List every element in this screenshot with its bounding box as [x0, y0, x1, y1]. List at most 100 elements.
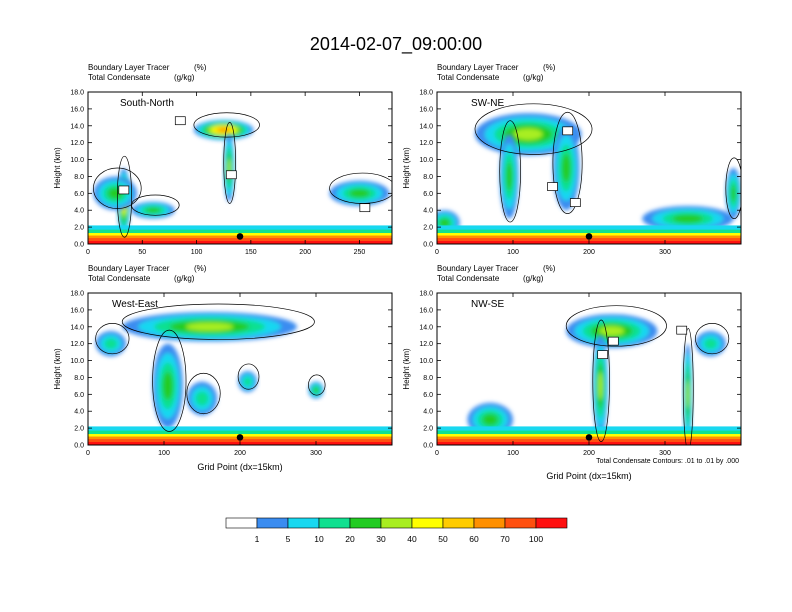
condensate-contour	[308, 374, 326, 396]
colorbar-label: 40	[407, 534, 417, 544]
tracer-blob	[695, 331, 726, 357]
colorbar-swatch	[287, 517, 320, 529]
condensate-contour	[474, 103, 593, 155]
y-tick-label: 8.0	[423, 174, 433, 181]
y-axis-label: Height (km)	[53, 348, 62, 390]
y-tick-label: 4.0	[423, 208, 433, 215]
y-tick-label: 6.0	[423, 191, 433, 198]
condensate-contour	[682, 328, 694, 445]
panel-header-condensate: Total Condensate	[88, 274, 151, 283]
tracer-blob	[592, 335, 609, 437]
x-tick-label: 100	[191, 249, 203, 256]
panel-west-east: 0.0 2.0 4.0 6.0 8.0 10.0 12.0 14.0 16.0 18.0 0 100 2…	[53, 264, 393, 472]
colorbar-swatch	[318, 517, 351, 529]
y-tick-label: 0.0	[74, 242, 84, 249]
x-tick-label: 200	[234, 450, 246, 457]
y-tick-label: 14.0	[419, 324, 433, 331]
contour-label-box	[225, 170, 237, 180]
x-tick-label: 250	[354, 249, 366, 256]
colorbar-swatch	[442, 517, 475, 529]
y-tick-label: 2.0	[423, 426, 433, 433]
condensate-contour	[223, 122, 237, 204]
x-tick-label: 300	[659, 450, 671, 457]
panel-header-variable: Boundary Layer Tracer	[88, 264, 170, 273]
section-label: West-East	[112, 299, 158, 310]
colorbar-label: 10	[314, 534, 324, 544]
tracer-blob	[499, 134, 519, 219]
colorbar-swatch	[411, 517, 444, 529]
condensate-contour	[152, 329, 187, 432]
x-axis-label: Grid Point (dx=15km)	[546, 471, 631, 481]
panel-header-unit: (%)	[194, 63, 207, 72]
colorbar-label: 1	[255, 534, 260, 544]
condensate-contour	[116, 155, 132, 238]
tracer-field	[437, 103, 741, 244]
condensate-contour	[121, 303, 315, 340]
x-axis-label: Grid Point (dx=15km)	[197, 462, 282, 472]
condensate-contour	[93, 167, 142, 209]
panel-header-unit: (%)	[543, 63, 556, 72]
panel-header-condensate-unit: (g/kg)	[174, 274, 195, 283]
tracer-blob	[683, 343, 693, 445]
colorbar-label: 70	[500, 534, 510, 544]
y-tick-label: 16.0	[70, 106, 84, 113]
contour-label-box	[676, 325, 688, 335]
y-tick-label: 12.0	[419, 140, 433, 147]
y-tick-label: 10.0	[70, 358, 84, 365]
y-tick-label: 14.0	[70, 324, 84, 331]
y-tick-label: 14.0	[70, 123, 84, 130]
condensate-contour	[186, 372, 221, 415]
y-tick-label: 0.0	[423, 443, 433, 450]
tracer-blob	[95, 331, 127, 357]
y-tick-label: 4.0	[74, 208, 84, 215]
y-axis-label: Height (km)	[402, 348, 411, 390]
panels: 0.0 2.0 4.0 6.0 8.0 10.0 12.0 14.0 16.0 18.0 0 50 10…	[53, 63, 742, 481]
y-tick-label: 18.0	[70, 291, 84, 298]
section-label: NW-SE	[471, 299, 504, 310]
colorbar-swatch	[225, 517, 258, 529]
x-tick-label: 0	[86, 450, 90, 457]
y-tick-label: 8.0	[423, 375, 433, 382]
panel-header-variable: Boundary Layer Tracer	[88, 63, 170, 72]
x-tick-label: 200	[583, 249, 595, 256]
condensate-contour	[237, 363, 260, 390]
panel-header-condensate-unit: (g/kg)	[174, 73, 195, 82]
y-tick-label: 6.0	[423, 392, 433, 399]
condensate-contour	[565, 305, 667, 347]
y-tick-label: 16.0	[419, 307, 433, 314]
plot-area	[88, 92, 392, 244]
y-tick-label: 12.0	[70, 341, 84, 348]
y-tick-label: 14.0	[419, 123, 433, 130]
panel-south-north: 0.0 2.0 4.0 6.0 8.0 10.0 12.0 14.0 16.0 18.0 0 50 10…	[53, 63, 393, 256]
tracer-blob	[152, 343, 183, 429]
tracer-blob	[122, 312, 297, 342]
panel-header-condensate-unit: (g/kg)	[523, 274, 544, 283]
contour-label-box	[607, 336, 619, 346]
colorbar: 1 5 10 20 30 40 50 60 70 100	[225, 517, 568, 544]
x-tick-label: 50	[138, 249, 146, 256]
colorbar-swatch	[256, 517, 289, 529]
x-tick-label: 100	[507, 249, 519, 256]
colorbar-label: 50	[438, 534, 448, 544]
condensate-contour	[131, 194, 180, 216]
condensate-contour	[193, 112, 260, 138]
y-tick-label: 18.0	[419, 90, 433, 97]
section-label: South-North	[120, 98, 174, 109]
colorbar-label: 5	[286, 534, 291, 544]
colorbar-swatch	[473, 517, 506, 529]
tracer-blob	[642, 206, 734, 232]
y-tick-label: 8.0	[74, 174, 84, 181]
figure-title: 2014-02-07_09:00:00	[310, 34, 482, 55]
contour-label-box	[569, 198, 581, 207]
y-tick-label: 18.0	[70, 90, 84, 97]
tracer-field	[437, 305, 741, 445]
panel-header-condensate-unit: (g/kg)	[523, 73, 544, 82]
y-tick-label: 12.0	[419, 341, 433, 348]
contour-label-box	[597, 350, 609, 359]
panel-header-unit: (%)	[194, 264, 207, 273]
tracer-blob	[725, 168, 741, 219]
condensate-contour	[695, 323, 730, 355]
terrain-marker	[585, 233, 593, 240]
tracer-blob	[329, 180, 390, 206]
panel-nw-se: 0.0 2.0 4.0 6.0 8.0 10.0 12.0 14.0 16.0 18.0 0 100 2…	[402, 264, 742, 481]
